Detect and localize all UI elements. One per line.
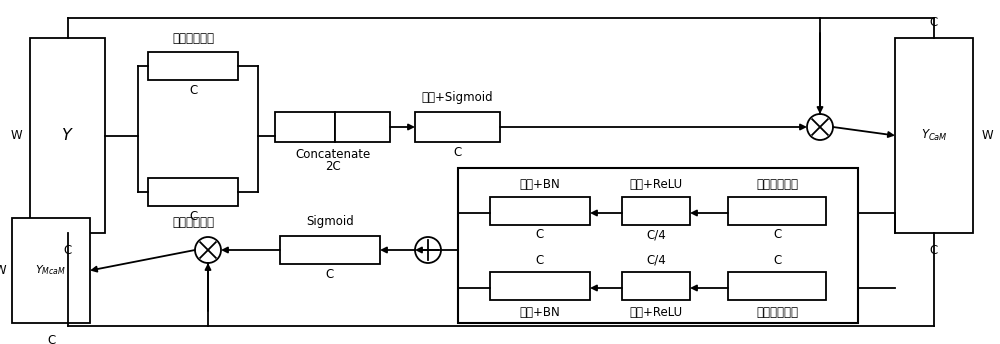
Text: C: C xyxy=(47,334,55,344)
Text: W: W xyxy=(0,264,6,277)
Text: 全局最大池化: 全局最大池化 xyxy=(756,305,798,319)
Text: W: W xyxy=(981,129,993,142)
Text: 2C: 2C xyxy=(325,160,340,172)
Text: $Y_{McaM}$: $Y_{McaM}$ xyxy=(35,264,67,277)
Bar xyxy=(622,272,690,300)
Text: W: W xyxy=(10,129,22,142)
Bar xyxy=(490,197,590,225)
Bar xyxy=(275,112,335,142)
Text: C: C xyxy=(536,228,544,241)
Bar xyxy=(728,197,826,225)
Text: C: C xyxy=(773,228,781,241)
Text: C: C xyxy=(189,84,197,97)
Bar xyxy=(622,197,690,225)
Bar xyxy=(148,52,238,80)
Text: 卷积+ReLU: 卷积+ReLU xyxy=(629,179,683,192)
Bar xyxy=(728,272,826,300)
Text: C: C xyxy=(63,245,72,258)
Bar xyxy=(30,38,105,233)
Text: $Y$: $Y$ xyxy=(61,128,74,143)
Bar xyxy=(12,218,90,323)
Bar xyxy=(415,112,500,142)
Text: C: C xyxy=(536,254,544,267)
Bar xyxy=(335,112,390,142)
Text: 卷积+ReLU: 卷积+ReLU xyxy=(629,305,683,319)
Bar xyxy=(280,236,380,264)
Bar xyxy=(895,38,973,233)
Bar xyxy=(458,168,858,323)
Text: C/4: C/4 xyxy=(646,228,666,241)
Text: 卷积+BN: 卷积+BN xyxy=(520,179,560,192)
Text: C: C xyxy=(930,245,938,258)
Text: 卷积+Sigmoid: 卷积+Sigmoid xyxy=(422,92,493,105)
Text: 全局最大池化: 全局最大池化 xyxy=(172,215,214,228)
Text: C/4: C/4 xyxy=(646,254,666,267)
Text: C: C xyxy=(930,15,938,29)
Text: Concatenate: Concatenate xyxy=(295,148,370,161)
Text: 卷积+BN: 卷积+BN xyxy=(520,305,560,319)
Bar xyxy=(490,272,590,300)
Text: C: C xyxy=(326,268,334,280)
Bar xyxy=(148,178,238,206)
Text: 全局平均池化: 全局平均池化 xyxy=(172,32,214,44)
Text: 全局平均池化: 全局平均池化 xyxy=(756,179,798,192)
Text: C: C xyxy=(453,146,462,159)
Text: C: C xyxy=(773,254,781,267)
Text: C: C xyxy=(189,209,197,223)
Text: $Y_{CaM}$: $Y_{CaM}$ xyxy=(921,128,947,143)
Text: Sigmoid: Sigmoid xyxy=(306,215,354,228)
